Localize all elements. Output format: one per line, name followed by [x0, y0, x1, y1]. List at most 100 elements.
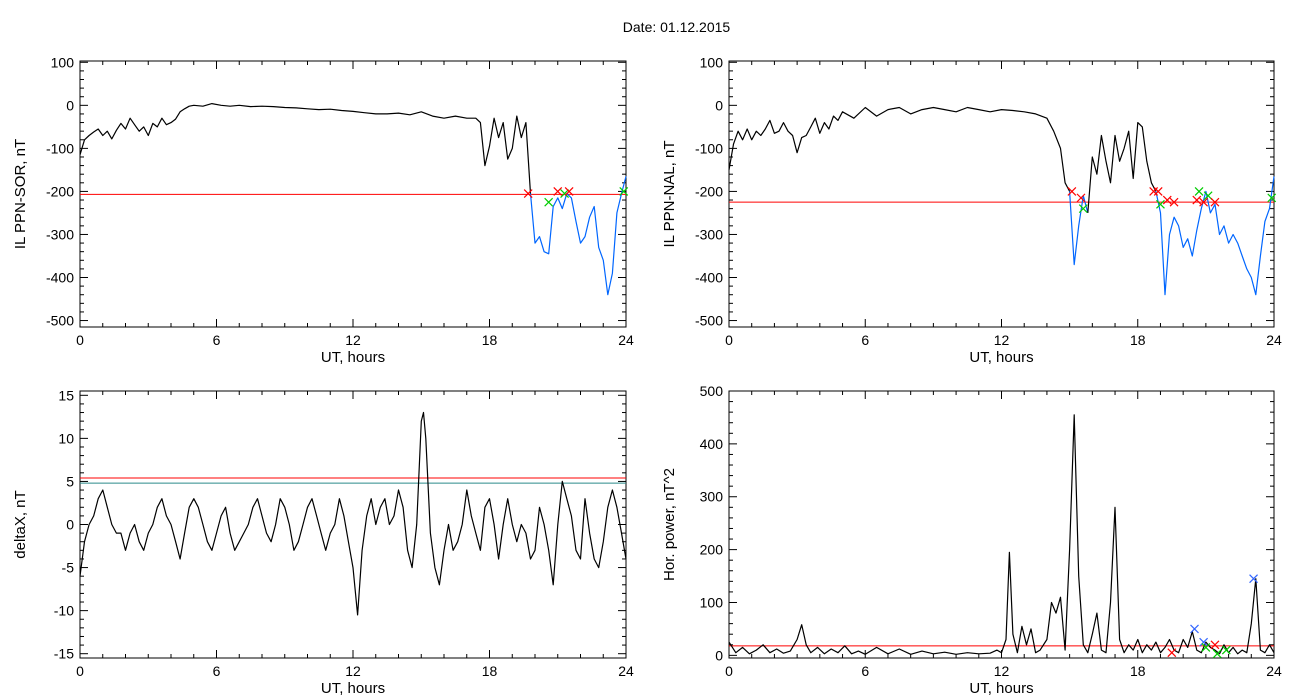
x-axis-title: UT, hours: [969, 680, 1033, 697]
data-marker: [1192, 195, 1202, 205]
x-tick-label: 0: [76, 663, 84, 679]
data-marker-stroke: [1078, 204, 1088, 214]
data-marker: [523, 189, 533, 198]
data-marker-stroke: [1210, 640, 1220, 650]
data-marker-stroke: [1249, 574, 1258, 584]
data-marker: [1199, 197, 1209, 207]
y-tick-label: 5: [66, 473, 74, 489]
y-tick-label: -200: [695, 183, 723, 199]
data-marker: [1249, 574, 1258, 584]
x-tick-label: 18: [482, 332, 498, 348]
data-marker: [1067, 186, 1077, 196]
data-marker-stroke: [1221, 645, 1231, 655]
y-tick-label: 15: [58, 387, 74, 403]
data-marker: [1076, 193, 1086, 203]
x-tick-label: 6: [861, 332, 869, 348]
x-tick-label: 12: [345, 663, 361, 679]
data-marker: [1199, 637, 1209, 647]
plot-frame: [728, 390, 1275, 659]
data-marker: [1167, 648, 1177, 658]
x-tick-label: 24: [618, 332, 634, 348]
data-marker: [1194, 186, 1204, 196]
x-tick-label: 6: [213, 332, 221, 348]
series-line-4: [1155, 176, 1275, 296]
x-axis-title: UT, hours: [321, 349, 385, 366]
y-tick-label: -500: [695, 313, 723, 329]
data-marker-stroke: [1267, 193, 1277, 203]
data-marker-stroke: [544, 197, 554, 207]
y-tick-label: 0: [66, 97, 74, 113]
data-marker: [1153, 186, 1163, 196]
y-tick-label: 100: [700, 54, 724, 70]
data-marker: [564, 186, 574, 196]
data-marker-stroke: [1190, 624, 1199, 634]
data-marker: [1162, 195, 1172, 205]
y-tick-label: -100: [695, 140, 723, 156]
y-tick-label: -100: [46, 140, 74, 156]
data-marker-stroke: [1210, 197, 1220, 207]
series-line-1: [79, 411, 627, 616]
x-tick-label: 18: [482, 663, 498, 679]
y-axis-title: IL PPN-SOR, nT: [12, 139, 29, 249]
data-marker-stroke: [1192, 195, 1202, 205]
y-tick-label: -15: [54, 646, 74, 662]
x-tick-label: 12: [345, 332, 361, 348]
data-marker-stroke: [1212, 649, 1222, 659]
data-marker-stroke: [1067, 186, 1077, 196]
y-tick-label: -5: [62, 560, 75, 576]
chart-panel-1: 0 6 12 18 24 -500 -400 -300 -200 -100 0 100 UT, hour…: [12, 54, 634, 366]
x-tick-label: 24: [1266, 663, 1282, 679]
x-tick-label: 24: [1266, 332, 1282, 348]
data-marker-stroke: [1156, 199, 1165, 209]
series-line-2: [529, 176, 627, 296]
y-tick-label: 10: [58, 430, 74, 446]
y-tick-label: -10: [54, 603, 74, 619]
data-marker: [619, 186, 629, 196]
page-title: Date: 01.12.2015: [622, 19, 731, 35]
data-marker: [560, 189, 569, 198]
chart-panel-2: 0 6 12 18 24 -500 -400 -300 -200 -100 0 100 UT, hour…: [661, 54, 1282, 366]
y-tick-label: 300: [700, 489, 724, 505]
data-marker-stroke: [1194, 186, 1204, 196]
data-marker-stroke: [560, 189, 569, 198]
data-marker-stroke: [1167, 648, 1177, 658]
series-line-1: [79, 102, 532, 194]
x-axis-title: UT, hours: [969, 349, 1033, 366]
data-marker: [1156, 199, 1165, 209]
y-tick-label: 500: [700, 383, 724, 399]
x-tick-label: 6: [213, 663, 221, 679]
plot-frame: [728, 60, 1275, 328]
series-line-1: [728, 414, 1275, 655]
y-tick-label: -200: [46, 183, 74, 199]
series-line-1: [728, 106, 1071, 192]
x-tick-label: 12: [994, 663, 1010, 679]
chart-panel-4: 0 6 12 18 24 0 100 200 300 400 500 UT, hours Hor. po…: [661, 383, 1282, 697]
series-line-3: [1087, 121, 1157, 213]
y-tick-label: 100: [700, 594, 724, 610]
data-marker-stroke: [1199, 197, 1209, 207]
data-marker: [1201, 643, 1211, 652]
y-tick-label: 200: [700, 542, 724, 558]
y-tick-label: -300: [46, 226, 74, 242]
y-tick-label: 0: [66, 517, 74, 533]
y-tick-label: 100: [51, 54, 75, 70]
y-tick-label: 400: [700, 436, 724, 452]
x-tick-label: 6: [861, 663, 869, 679]
chart-panel-3: 0 6 12 18 24 -15 -10 -5 0 5 10 15 UT, hours deltaX, n…: [12, 387, 634, 697]
y-tick-label: 0: [715, 97, 723, 113]
data-marker-stroke: [1199, 637, 1209, 647]
data-marker-stroke: [523, 189, 533, 198]
x-tick-label: 0: [725, 332, 733, 348]
x-axis-title: UT, hours: [321, 680, 385, 697]
data-marker-stroke: [1153, 186, 1163, 196]
y-tick-label: -400: [46, 270, 74, 286]
data-marker: [1210, 197, 1220, 207]
y-tick-label: 0: [715, 647, 723, 663]
y-axis-title: deltaX, nT: [12, 490, 29, 558]
y-tick-label: -500: [46, 313, 74, 329]
data-marker-stroke: [1169, 197, 1179, 207]
x-tick-label: 18: [1130, 663, 1146, 679]
data-marker: [1169, 197, 1179, 207]
data-marker: [1267, 193, 1277, 203]
